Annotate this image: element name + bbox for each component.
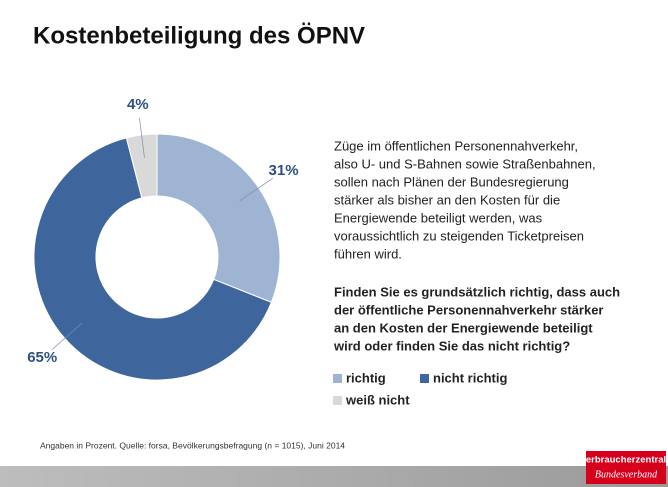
logo-subtitle: Bundesverband — [595, 469, 658, 480]
legend-swatch — [333, 396, 342, 405]
data-label: 4% — [127, 96, 149, 113]
question-line: der öffentliche Personennahverkehr stärk… — [334, 302, 604, 317]
legend-label: nicht richtig — [433, 370, 507, 385]
logo-box — [586, 451, 666, 484]
description-line: stärker als bisher an den Kosten für die — [334, 192, 560, 207]
leader-line — [139, 118, 145, 158]
data-label: 31% — [269, 162, 299, 179]
footer-bar — [0, 466, 668, 487]
logo-name: verbraucherzentrale — [581, 455, 668, 466]
donut-slice — [125, 133, 158, 199]
description-line: voraussichtlich zu steigenden Ticketprei… — [334, 228, 584, 243]
source-note: Angaben in Prozent. Quelle: forsa, Bevöl… — [40, 440, 345, 450]
description-line: führen wird. — [334, 246, 402, 261]
question-line: Finden Sie es grundsätzlich richtig, das… — [334, 284, 620, 299]
donut-slice — [156, 133, 281, 303]
description-line: also U- und S-Bahnen sowie Straßenbahnen… — [334, 156, 596, 171]
description-line: sollen nach Plänen der Bundesregierung — [334, 174, 569, 189]
legend-label: weiß nicht — [345, 392, 410, 407]
donut-slice — [33, 137, 273, 381]
data-label: 65% — [27, 349, 57, 366]
leader-line — [51, 322, 83, 350]
question-line: an den Kosten der Energiewende beteiligt — [334, 320, 593, 335]
question-line: wird oder finden Sie das nicht richtig? — [333, 338, 570, 353]
description-line: Energiewende beteiligt werden, was — [334, 210, 543, 225]
description-line: Züge im öffentlichen Personennahverkehr, — [334, 138, 578, 153]
legend-swatch — [420, 374, 429, 383]
legend-label: richtig — [346, 370, 386, 385]
chart-title: Kostenbeteiligung des ÖPNV — [33, 22, 365, 49]
legend-swatch — [333, 374, 342, 383]
leader-line — [239, 178, 273, 202]
